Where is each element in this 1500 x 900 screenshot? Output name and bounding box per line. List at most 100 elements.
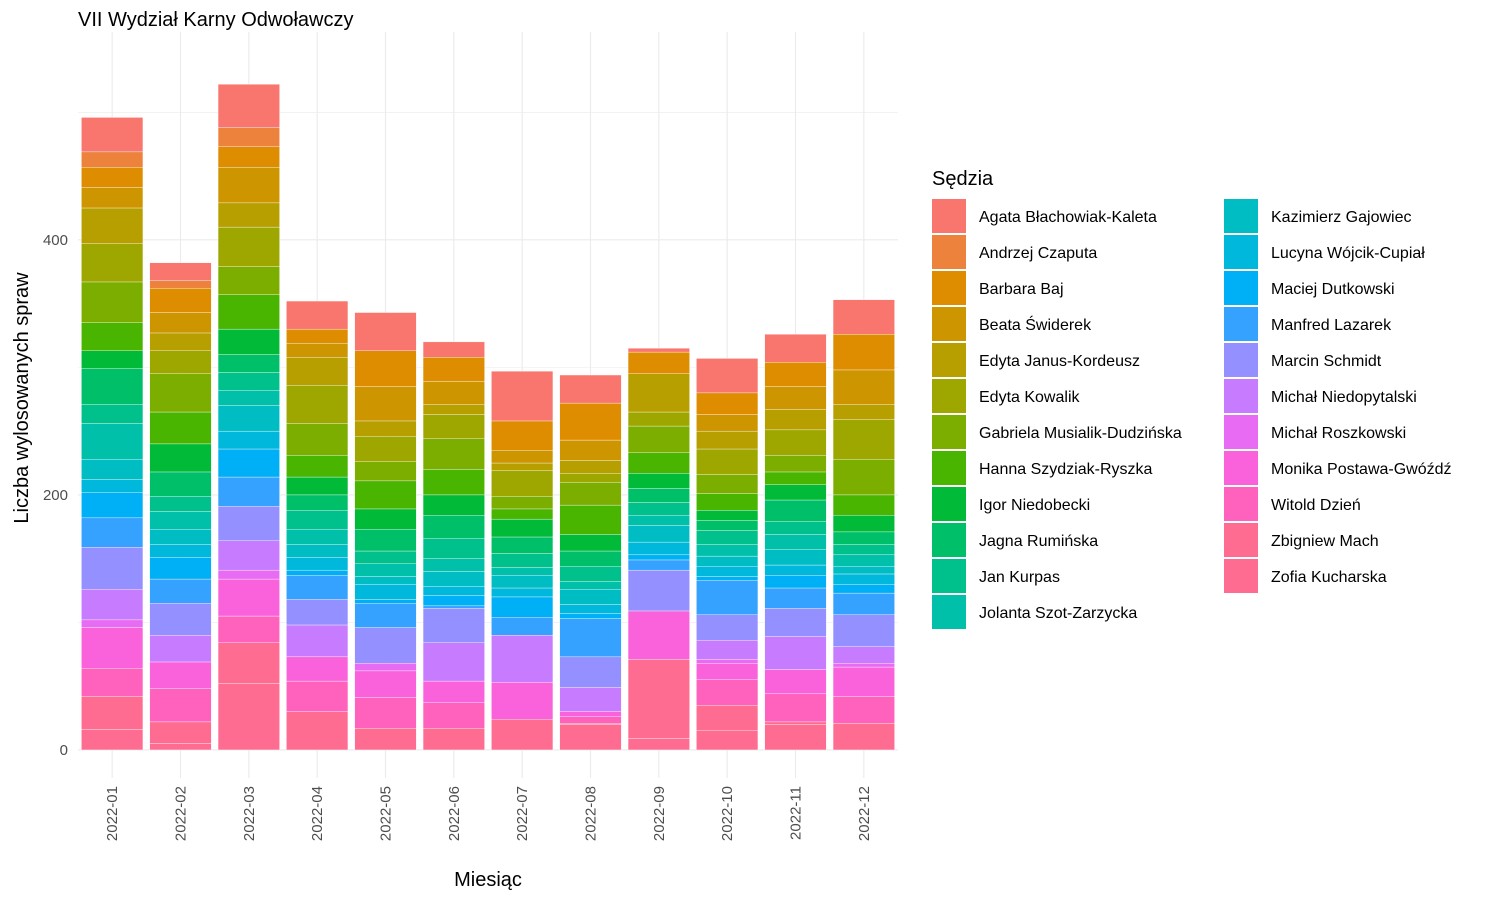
bar-segment [832,334,895,371]
bar-segment [696,414,759,432]
x-tick-label: 2022-10 [719,786,736,841]
bar-segment [559,534,622,552]
bar-segment [832,404,895,420]
bar-segment [217,476,280,507]
bar-segment [81,517,144,548]
bar-segment [764,409,827,431]
bar-segment [149,721,212,744]
bar-segment [149,578,212,604]
bar-segment [81,619,144,628]
legend-key [932,559,966,593]
bar-segment [422,586,485,596]
bar-segment [832,531,895,545]
bar-segment [696,580,759,615]
legend-label: Monika Postawa-Gwóźdź [1271,461,1452,478]
bar-segment [422,728,485,751]
bar-segment [696,358,759,394]
bar-segment [217,430,280,450]
bar-segment [217,127,280,147]
bar-segment [696,520,759,531]
bar-segment [149,443,212,473]
bar-segment [354,583,417,600]
bar-segment [832,554,895,567]
bar-segment [286,328,349,344]
legend-items: Agata Błachowiak-Kaleta Andrzej Czaputa Ba… [932,199,1452,629]
bar-segment [696,659,759,664]
bar-segment [286,476,349,496]
bar-segment [217,642,280,684]
bar-segment [696,705,759,731]
bar-segment [149,350,212,374]
y-tick-label: 200 [43,487,68,504]
legend-key [1224,307,1258,341]
bar-segment [559,604,622,614]
bar-segment [354,663,417,672]
bar-segment [559,374,622,404]
bar-segment [696,544,759,557]
legend-label: Maciej Dutkowski [1271,281,1395,298]
bar-segment [696,474,759,494]
bar-segment [286,385,349,424]
bar-segment [627,373,690,413]
bar-segment [217,683,280,751]
legend-label: Witold Dzień [1271,497,1361,514]
bar-segment [217,146,280,168]
bar-segment [764,362,827,387]
bar-segment [354,508,417,530]
bar-segment [559,711,622,717]
bar-segment [832,722,895,751]
bar-segment [559,439,622,461]
legend-label: Hanna Szydziak-Ryszka [979,461,1153,478]
bar-segment [696,566,759,577]
bar-segment [422,341,485,358]
bar-segment [286,494,349,511]
legend-key [1224,379,1258,413]
bar-segment [764,693,827,723]
bar-segment [422,381,485,405]
bar-segment [422,538,485,559]
bar-segment [764,471,827,485]
legend-key [932,451,966,485]
bar-segment [81,281,144,323]
bar-segment [217,166,280,204]
bar-segment [422,608,485,644]
bar-segment [286,711,349,751]
bar-segment [149,471,212,497]
bar-segment [354,563,417,577]
legend-key [932,379,966,413]
bar-segment [354,576,417,585]
y-tick-label: 0 [60,742,68,759]
bar-segment [354,386,417,422]
y-axis-ticks: 0 200 400 [43,232,68,759]
bar-segment [422,642,485,682]
bar-segment [832,646,895,664]
bar-segment [627,351,690,374]
bar-segment [286,569,349,576]
bar-segment [627,515,690,526]
bar-segment [491,617,554,636]
legend-key [932,415,966,449]
bar-segment [422,469,485,496]
bar-segment [491,470,554,497]
bar-segment [81,368,144,405]
bar-segment [81,459,144,480]
legend-key [1224,487,1258,521]
legend-label: Igor Niedobecki [979,497,1090,514]
bar-segment [286,544,349,558]
bar-segment [764,429,827,456]
bar-segment [354,436,417,462]
bar-segment [422,558,485,572]
bar-segment [286,599,349,626]
bar-segment [422,605,485,609]
bar-segment [217,354,280,373]
legend-key [1224,271,1258,305]
bar-segment [149,635,212,663]
bar-segment [559,722,622,725]
bar-segment [764,534,827,550]
bar-segment [627,541,690,556]
bar-segment [832,544,895,556]
bar-segment [764,564,827,576]
legend-label: Lucyna Wójcik-Cupiał [1271,245,1425,262]
bar-segment [559,581,622,590]
